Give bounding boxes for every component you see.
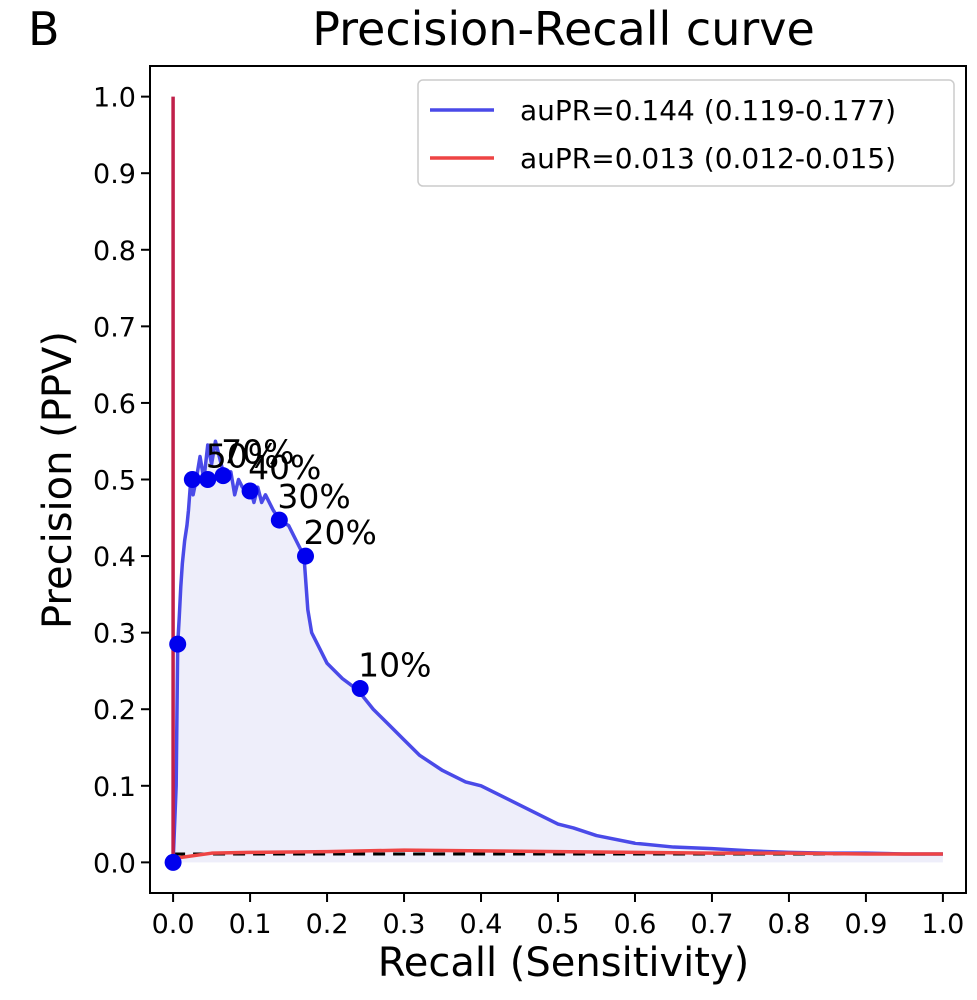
panel-letter: B: [28, 2, 60, 56]
x-axis-label: Recall (Sensitivity): [377, 940, 750, 986]
threshold-point: [241, 482, 259, 500]
y-tick-label: 0.6: [93, 389, 136, 420]
y-tick-label: 0.1: [93, 772, 136, 803]
threshold-label: 20%: [304, 513, 377, 552]
x-tick-label: 0.3: [383, 909, 426, 940]
y-tick-label: 1.0: [93, 83, 136, 114]
x-tick-label: 0.9: [844, 909, 887, 940]
y-tick-label: 0.8: [93, 236, 136, 267]
x-tick-label: 0.8: [767, 909, 810, 940]
x-tick-label: 0.5: [537, 909, 580, 940]
threshold-label: 10%: [358, 646, 431, 685]
x-tick-label: 0.0: [152, 909, 195, 940]
y-tick-label: 0.2: [93, 695, 136, 726]
x-tick-label: 0.7: [690, 909, 733, 940]
x-tick-label: 0.2: [306, 909, 349, 940]
y-tick-label: 0.9: [93, 159, 136, 190]
threshold-point: [199, 471, 217, 488]
baseline-pr-line: [172, 848, 943, 861]
threshold-point: [297, 547, 315, 565]
x-tick-label: 0.6: [614, 909, 657, 940]
y-tick-label: 0.5: [93, 466, 136, 497]
x-tick-label: 0.1: [229, 909, 272, 940]
threshold-point: [270, 511, 288, 529]
x-tick-label: 0.4: [460, 909, 503, 940]
threshold-point: [164, 853, 182, 871]
x-tick-label: 1.0: [921, 909, 964, 940]
threshold-point: [351, 680, 369, 698]
legend-label: auPR=0.144 (0.119-0.177): [520, 94, 896, 127]
y-tick-label: 0.4: [93, 542, 136, 573]
y-tick-label: 0.3: [93, 619, 136, 650]
model-area-fill: [173, 441, 943, 863]
y-tick-label: 0.7: [93, 312, 136, 343]
y-tick-label: 0.0: [93, 848, 136, 879]
threshold-point: [183, 471, 201, 488]
legend-box: [417, 79, 955, 187]
threshold-point: [169, 635, 187, 653]
threshold-label: 40%: [248, 448, 321, 487]
threshold-label: 70%: [221, 433, 294, 472]
chart-title: Precision-Recall curve: [312, 2, 815, 56]
legend-label: auPR=0.013 (0.012-0.015): [520, 142, 896, 175]
threshold-point: [214, 467, 232, 485]
threshold-label: 30%: [277, 477, 350, 516]
